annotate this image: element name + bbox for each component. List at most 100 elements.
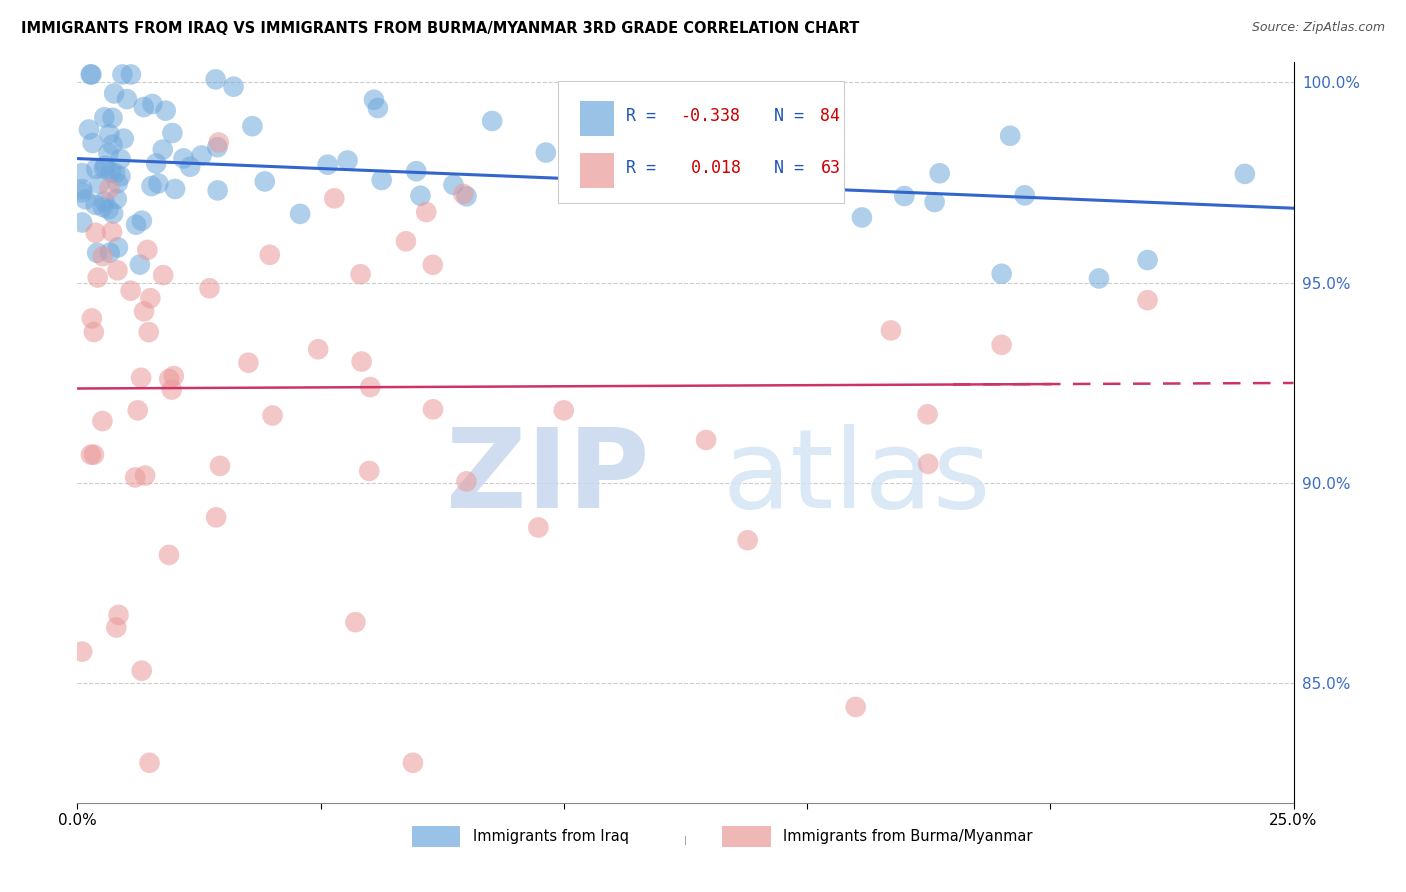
- Point: [138, 325, 160, 339]
- Point: [107, 263, 129, 277]
- Point: [115, 92, 138, 106]
- Point: [402, 756, 425, 770]
- Point: [132, 100, 155, 114]
- Point: [207, 183, 229, 197]
- Point: [70, 182, 93, 196]
- Point: [83, 448, 105, 462]
- Point: [998, 128, 1021, 143]
- Point: [367, 101, 389, 115]
- Point: [155, 103, 177, 118]
- Point: [238, 356, 260, 370]
- Point: [747, 136, 769, 150]
- Point: [259, 248, 281, 262]
- Point: [91, 200, 114, 214]
- Point: [80, 67, 103, 81]
- Point: [94, 159, 117, 173]
- Point: [111, 67, 134, 81]
- Point: [97, 202, 120, 217]
- Point: [101, 225, 124, 239]
- Point: [75, 192, 97, 206]
- Point: [132, 304, 155, 318]
- Point: [84, 198, 107, 212]
- Point: [110, 169, 132, 184]
- Point: [128, 258, 150, 272]
- Point: [138, 756, 160, 770]
- Point: [534, 145, 557, 160]
- Point: [205, 510, 228, 524]
- Text: atlas: atlas: [721, 424, 990, 531]
- Point: [98, 127, 121, 141]
- Text: Immigrants from Burma/Myanmar: Immigrants from Burma/Myanmar: [783, 829, 1032, 844]
- Point: [129, 371, 152, 385]
- Point: [124, 470, 146, 484]
- Point: [107, 176, 129, 190]
- Point: [179, 160, 201, 174]
- Point: [101, 111, 124, 125]
- Point: [880, 323, 903, 337]
- Text: N =: N =: [754, 108, 814, 126]
- Point: [262, 409, 284, 423]
- Point: [163, 369, 186, 384]
- Point: [917, 407, 939, 421]
- Point: [104, 166, 127, 180]
- Point: [120, 67, 142, 81]
- Point: [845, 700, 868, 714]
- Point: [127, 403, 149, 417]
- Point: [443, 178, 465, 192]
- Point: [125, 218, 148, 232]
- Point: [990, 267, 1012, 281]
- Point: [157, 372, 180, 386]
- Point: [204, 72, 226, 87]
- Point: [162, 126, 184, 140]
- Point: [131, 664, 153, 678]
- FancyBboxPatch shape: [558, 81, 844, 203]
- Point: [422, 402, 444, 417]
- Point: [222, 79, 245, 94]
- Text: 63: 63: [821, 159, 841, 177]
- Point: [190, 148, 212, 162]
- Point: [917, 457, 939, 471]
- Point: [481, 114, 503, 128]
- Point: [84, 226, 107, 240]
- Point: [527, 520, 550, 534]
- Point: [82, 136, 104, 150]
- Point: [89, 177, 111, 191]
- Point: [91, 249, 114, 263]
- Text: Source: ZipAtlas.com: Source: ZipAtlas.com: [1251, 21, 1385, 34]
- Point: [370, 173, 392, 187]
- Point: [98, 245, 121, 260]
- Text: IMMIGRANTS FROM IRAQ VS IMMIGRANTS FROM BURMA/MYANMAR 3RD GRADE CORRELATION CHAR: IMMIGRANTS FROM IRAQ VS IMMIGRANTS FROM …: [21, 21, 859, 36]
- Point: [350, 354, 373, 368]
- Point: [100, 166, 122, 180]
- Point: [152, 143, 174, 157]
- Point: [323, 191, 346, 205]
- Point: [173, 152, 195, 166]
- Point: [208, 458, 231, 473]
- Text: -0.338: -0.338: [681, 108, 741, 126]
- Point: [456, 189, 478, 203]
- Point: [288, 207, 311, 221]
- Point: [107, 607, 129, 622]
- Point: [654, 145, 676, 159]
- Point: [359, 464, 381, 478]
- Point: [83, 325, 105, 339]
- Point: [110, 152, 132, 166]
- Point: [157, 548, 180, 562]
- Text: R =: R =: [626, 108, 666, 126]
- Point: [1136, 253, 1159, 268]
- Point: [120, 284, 142, 298]
- Point: [1014, 188, 1036, 202]
- Point: [107, 240, 129, 254]
- Point: [93, 161, 115, 176]
- Point: [650, 136, 672, 150]
- Text: Immigrants from Iraq: Immigrants from Iraq: [472, 829, 628, 844]
- Text: ZIP: ZIP: [446, 424, 650, 531]
- Point: [80, 67, 103, 81]
- Point: [84, 161, 107, 176]
- Point: [1233, 167, 1256, 181]
- Point: [97, 146, 120, 161]
- Point: [105, 620, 128, 634]
- Point: [105, 192, 128, 206]
- FancyBboxPatch shape: [579, 153, 613, 188]
- Point: [240, 120, 263, 134]
